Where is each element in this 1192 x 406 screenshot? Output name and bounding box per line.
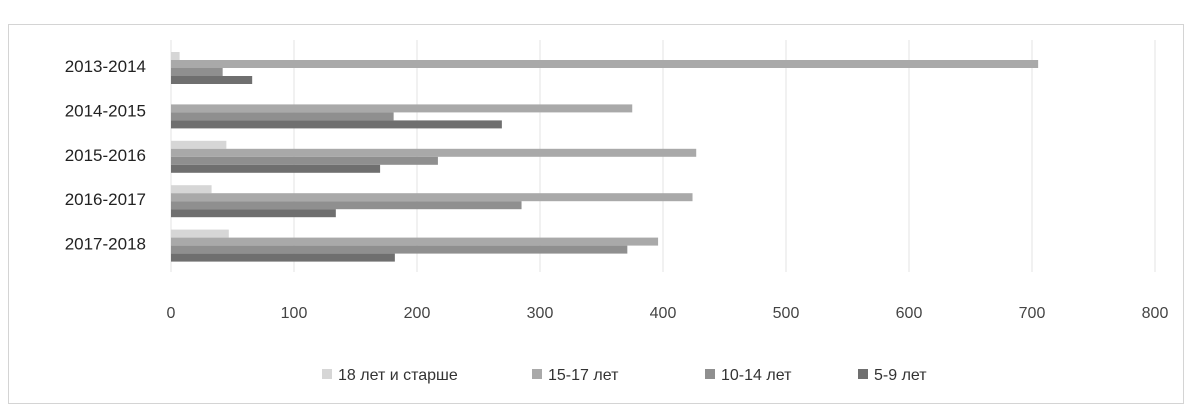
category-label: 2016-2017 <box>65 190 146 209</box>
bar <box>171 237 659 246</box>
bars <box>171 52 1039 262</box>
bar <box>171 148 697 157</box>
legend-label: 10-14 лет <box>721 367 792 384</box>
x-tick-label: 800 <box>1142 305 1169 322</box>
bar <box>171 140 227 149</box>
x-tick-label: 700 <box>1019 305 1046 322</box>
legend-label: 5-9 лет <box>874 367 927 384</box>
bar <box>171 60 1039 68</box>
legend: 18 лет и старше 15-17 лет 10-14 лет 5-9 лет <box>322 367 927 384</box>
x-tick-label: 600 <box>896 305 923 322</box>
bar <box>171 120 502 129</box>
category-label: 2013-2014 <box>65 57 146 76</box>
legend-swatch <box>322 369 332 379</box>
x-tick-label: 400 <box>650 305 677 322</box>
bar <box>171 193 693 202</box>
tick-labels: 0 100 200 300 400 500 600 700 800 <box>167 305 1169 322</box>
category-label: 2014-2015 <box>65 101 146 120</box>
legend-swatch <box>705 369 715 379</box>
category-labels: 2013-2014 2014-2015 2015-2016 2016-2017 2017… <box>65 57 146 254</box>
bar <box>171 245 628 254</box>
category-label: 2015-2016 <box>65 146 146 165</box>
x-tick-label: 0 <box>167 305 176 322</box>
x-tick-label: 100 <box>281 305 308 322</box>
bar <box>171 76 253 84</box>
bar <box>171 156 438 165</box>
bar <box>171 229 229 238</box>
x-tick-label: 300 <box>527 305 554 322</box>
legend-label: 18 лет и старше <box>338 367 458 384</box>
chart-frame <box>8 24 1184 404</box>
bar <box>171 68 223 76</box>
bar <box>171 201 522 210</box>
legend-swatch <box>858 369 868 379</box>
legend-swatch <box>532 369 542 379</box>
category-label: 2017-2018 <box>65 235 146 254</box>
x-tick-label: 500 <box>773 305 800 322</box>
legend-label: 15-17 лет <box>548 367 619 384</box>
bar <box>171 52 180 60</box>
bar <box>171 112 394 121</box>
bar <box>171 104 633 113</box>
bar <box>171 209 336 218</box>
bar <box>171 253 395 262</box>
x-tick-label: 200 <box>404 305 431 322</box>
bar <box>171 164 381 173</box>
bar <box>171 185 212 194</box>
